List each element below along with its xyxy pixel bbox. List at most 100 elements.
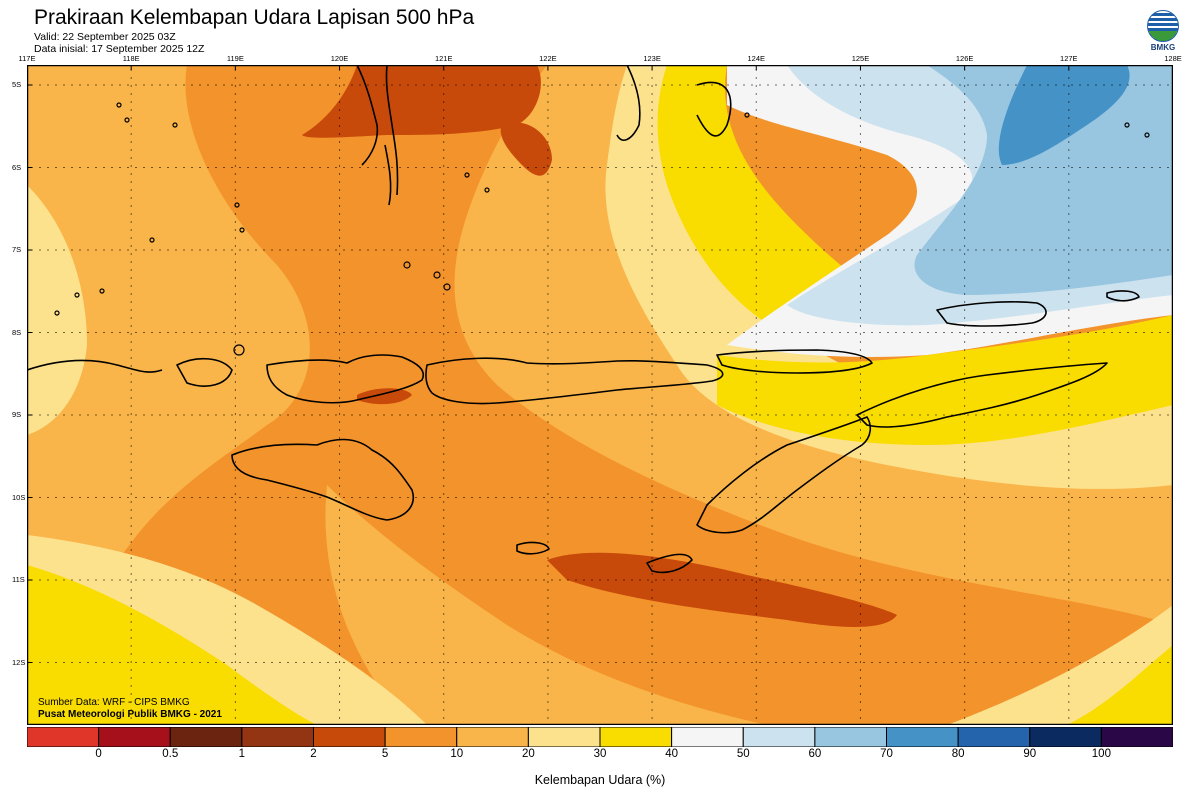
grid-dot (859, 453, 861, 455)
grid-dot (1135, 662, 1137, 663)
grid-dot (755, 493, 757, 495)
grid-dot (651, 373, 653, 375)
grid-dot (1015, 167, 1017, 168)
grid-dot (167, 332, 169, 333)
grid-dot (859, 341, 861, 343)
grid-dot (215, 662, 217, 663)
grid-dot (1068, 597, 1070, 599)
grid-dot (651, 357, 653, 359)
grid-dot (167, 167, 169, 168)
grid-dot (863, 332, 865, 333)
grid-dot (651, 621, 653, 623)
grid-dot (1068, 221, 1070, 223)
grid-dot (599, 332, 601, 333)
grid-dot (615, 84, 617, 86)
grid-dot (547, 213, 549, 215)
grid-dot (535, 249, 537, 251)
grid-dot (263, 167, 265, 168)
grid-dot (339, 165, 341, 167)
grid-dot (351, 662, 353, 663)
grid-dot (859, 285, 861, 287)
grid-dot (755, 445, 757, 447)
grid-dot (167, 497, 169, 498)
grid-dot (1068, 213, 1070, 215)
grid-dot (223, 332, 225, 333)
grid-dot (859, 261, 861, 263)
grid-dot (895, 332, 897, 333)
grid-dot (234, 245, 236, 247)
grid-dot (415, 167, 417, 168)
grid-dot (547, 485, 549, 487)
grid-dot (935, 84, 937, 86)
grid-dot (859, 253, 861, 255)
grid-dot (615, 332, 617, 333)
grid-dot (130, 245, 132, 247)
grid-dot (919, 84, 921, 86)
grid-dot (215, 414, 217, 416)
grid-dot (859, 573, 861, 575)
grid-dot (583, 249, 585, 251)
grid-dot (651, 317, 653, 319)
grid-dot (339, 229, 341, 231)
grid-dot (651, 549, 653, 551)
grid-dot (755, 237, 757, 239)
grid-dot (815, 167, 817, 168)
grid-dot (71, 167, 73, 168)
grid-dot (1159, 662, 1161, 663)
grid-dot (1068, 229, 1070, 231)
grid-dot (1103, 662, 1105, 663)
grid-dot (351, 332, 353, 333)
grid-dot (423, 497, 425, 498)
grid-dot (103, 332, 105, 333)
grid-dot (1159, 167, 1161, 168)
lon-label: 124E (747, 54, 766, 63)
grid-dot (199, 579, 201, 581)
grid-dot (339, 493, 341, 495)
grid-dot (234, 341, 236, 343)
grid-dot (695, 497, 697, 498)
grid-dot (859, 597, 861, 599)
grid-dot (175, 332, 177, 333)
grid-dot (755, 221, 757, 223)
grid-dot (615, 414, 617, 416)
grid-dot (339, 701, 341, 703)
grid-dot (130, 629, 132, 631)
grid-dot (967, 414, 969, 416)
grid-dots (31, 69, 1169, 719)
grid-dot (87, 497, 89, 498)
grid-dot (443, 245, 445, 247)
colorbar-tick-label: 90 (1023, 748, 1037, 760)
grid-dot (1007, 332, 1009, 333)
grid-dot (967, 167, 969, 168)
grid-dot (167, 579, 169, 581)
grid-dot (903, 579, 905, 581)
grid-dot (527, 414, 529, 416)
grid-dot (463, 579, 465, 581)
grid-dot (215, 249, 217, 251)
grid-dot (967, 497, 969, 498)
grid-dot (167, 84, 169, 86)
grid-dot (511, 662, 513, 663)
grid-dot (607, 249, 609, 251)
grid-dot (651, 485, 653, 487)
grid-dot (339, 253, 341, 255)
grid-dot (130, 109, 132, 111)
grid-dot (887, 332, 889, 333)
grid-dot (855, 84, 857, 86)
grid-dot (471, 497, 473, 498)
grid-dot (351, 84, 353, 86)
grid-dot (859, 93, 861, 95)
grid-dot (1015, 414, 1017, 416)
grid-dot (295, 579, 297, 581)
grid-dot (755, 341, 757, 343)
grid-dot (239, 662, 241, 663)
grid-dot (615, 497, 617, 498)
grid-dot (631, 579, 633, 581)
grid-dot (751, 84, 753, 86)
grid-dot (1068, 245, 1070, 247)
grid-dot (859, 565, 861, 567)
grid-dot (443, 613, 445, 615)
grid-dot (1068, 477, 1070, 479)
grid-dot (711, 84, 713, 86)
grid-dot (1055, 332, 1057, 333)
